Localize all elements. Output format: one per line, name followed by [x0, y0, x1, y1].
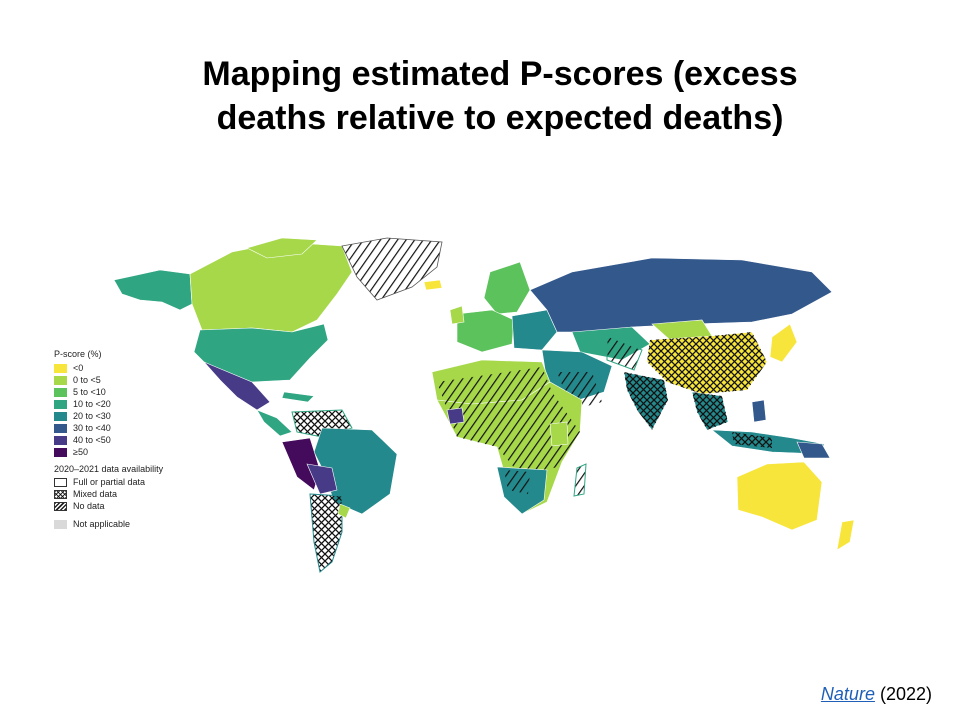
citation: Nature (2022) — [821, 684, 932, 705]
world-map-svg — [113, 237, 855, 573]
indonesia-hatch — [732, 432, 772, 448]
iceland-region — [423, 279, 443, 291]
russia-region — [529, 257, 833, 333]
india-hatch — [624, 372, 668, 430]
legend-availability-item: Full or partial data — [54, 476, 224, 488]
availability-title: 2020–2021 data availability — [54, 464, 164, 474]
legend-availability-label: Mixed data — [73, 489, 118, 499]
caribbean-region — [281, 391, 315, 403]
legend-bin-label: 5 to <10 — [73, 387, 106, 397]
madagascar-region — [573, 463, 587, 497]
map-legend: P-score (%) <0 0 to <5 5 to <10 10 to <20 20… — [54, 349, 224, 530]
southern-africa-hatch — [504, 470, 530, 494]
legend-swatch — [54, 435, 67, 445]
legend-bin: 0 to <5 — [54, 374, 224, 386]
legend-bin-label: 0 to <5 — [73, 375, 101, 385]
legend-availability-label: No data — [73, 501, 105, 511]
legend-availability: Full or partial data Mixed data No data — [54, 476, 224, 512]
legend-swatch — [54, 423, 67, 433]
legend-bin: 40 to <50 — [54, 434, 224, 446]
central-america-region — [256, 409, 293, 437]
scandinavia-region — [483, 261, 531, 315]
alaska-region — [113, 269, 193, 311]
legend-availability-label: Full or partial data — [73, 477, 146, 487]
legend-not-applicable: Not applicable — [54, 518, 224, 530]
australia-region — [736, 461, 823, 531]
legend-pattern-swatch — [54, 501, 67, 511]
legend-pattern-swatch — [54, 477, 67, 487]
legend-bin-label: 10 to <20 — [73, 399, 111, 409]
eastern-europe-region — [511, 309, 558, 351]
legend-bin: 10 to <20 — [54, 398, 224, 410]
bolivia-region — [306, 463, 338, 495]
japan-korea-region — [769, 323, 798, 363]
uk-region — [449, 305, 465, 325]
legend-swatch — [54, 447, 67, 457]
legend-swatch — [54, 387, 67, 397]
citation-link[interactable]: Nature — [820, 684, 875, 704]
citation-year: (2022) — [879, 684, 932, 704]
legend-bin-label: 30 to <40 — [73, 423, 111, 433]
brazil-region — [313, 427, 398, 515]
western-europe-region — [456, 309, 515, 353]
legend-pattern-swatch — [54, 489, 67, 499]
legend-title: P-score (%) — [54, 349, 102, 359]
argentina-chile-region — [309, 493, 343, 573]
papua-region — [796, 441, 831, 459]
legend-bin-label: 20 to <30 — [73, 411, 111, 421]
arctic-islands-region — [246, 237, 318, 259]
legend-swatch — [54, 411, 67, 421]
legend-bin-label: <0 — [73, 363, 84, 373]
peru-region — [281, 437, 321, 491]
title-line-1: Mapping estimated P-scores (excess — [202, 55, 798, 93]
southeast-asia-hatch — [692, 392, 728, 430]
legend-bin: 30 to <40 — [54, 422, 224, 434]
title-line-2: deaths relative to expected deaths) — [216, 99, 784, 137]
world-map — [52, 232, 902, 577]
central-asia-hatch — [606, 335, 643, 371]
china-hatch — [647, 332, 767, 394]
west-africa-region — [446, 407, 465, 425]
africa-hatch — [437, 367, 580, 477]
uruguay-region — [337, 503, 351, 519]
legend-availability-item: Mixed data — [54, 488, 224, 500]
legend-availability-item: No data — [54, 500, 224, 512]
legend-bin: ≥50 — [54, 446, 224, 458]
slide-title: Mapping estimated P-scores (excess death… — [120, 52, 880, 140]
legend-bin-label: 40 to <50 — [73, 435, 111, 445]
greenland-region — [341, 237, 443, 301]
legend-bin: 20 to <30 — [54, 410, 224, 422]
new-zealand-region — [836, 519, 855, 551]
legend-bins: <0 0 to <5 5 to <10 10 to <20 20 to <30 30 to… — [54, 362, 224, 458]
philippines-region — [751, 399, 767, 423]
legend-swatch — [54, 375, 67, 385]
legend-bin: 5 to <10 — [54, 386, 224, 398]
legend-swatch — [54, 399, 67, 409]
east-africa-region — [549, 421, 569, 447]
legend-bin: <0 — [54, 362, 224, 374]
legend-bin-label: ≥50 — [73, 447, 88, 457]
not-applicable-label: Not applicable — [73, 519, 131, 529]
legend-swatch — [54, 363, 67, 373]
not-applicable-swatch — [54, 519, 67, 529]
